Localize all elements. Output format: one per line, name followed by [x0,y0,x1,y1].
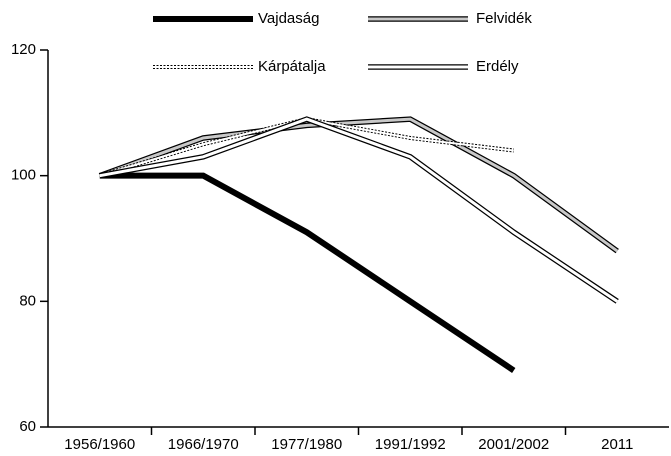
legend-label: Erdély [476,58,519,75]
x-tick-label: 1991/1992 [375,436,446,453]
legend-label: Kárpátalja [258,58,326,75]
legend-label: Felvidék [476,10,532,27]
x-tick-label: 2001/2002 [478,436,549,453]
y-tick-label: 60 [19,418,36,435]
line-fill [99,117,619,303]
y-tick-label: 120 [11,41,36,58]
line-fill [99,117,619,253]
x-tick-label: 1977/1980 [271,436,342,453]
x-tick-label: 1966/1970 [168,436,239,453]
x-tick-label: 1956/1960 [64,436,135,453]
legend-label: Vajdaság [258,10,319,27]
line [99,172,516,373]
y-tick-label: 80 [19,292,36,309]
x-tick-label: 2011 [601,436,633,453]
y-tick-label: 100 [11,167,36,184]
